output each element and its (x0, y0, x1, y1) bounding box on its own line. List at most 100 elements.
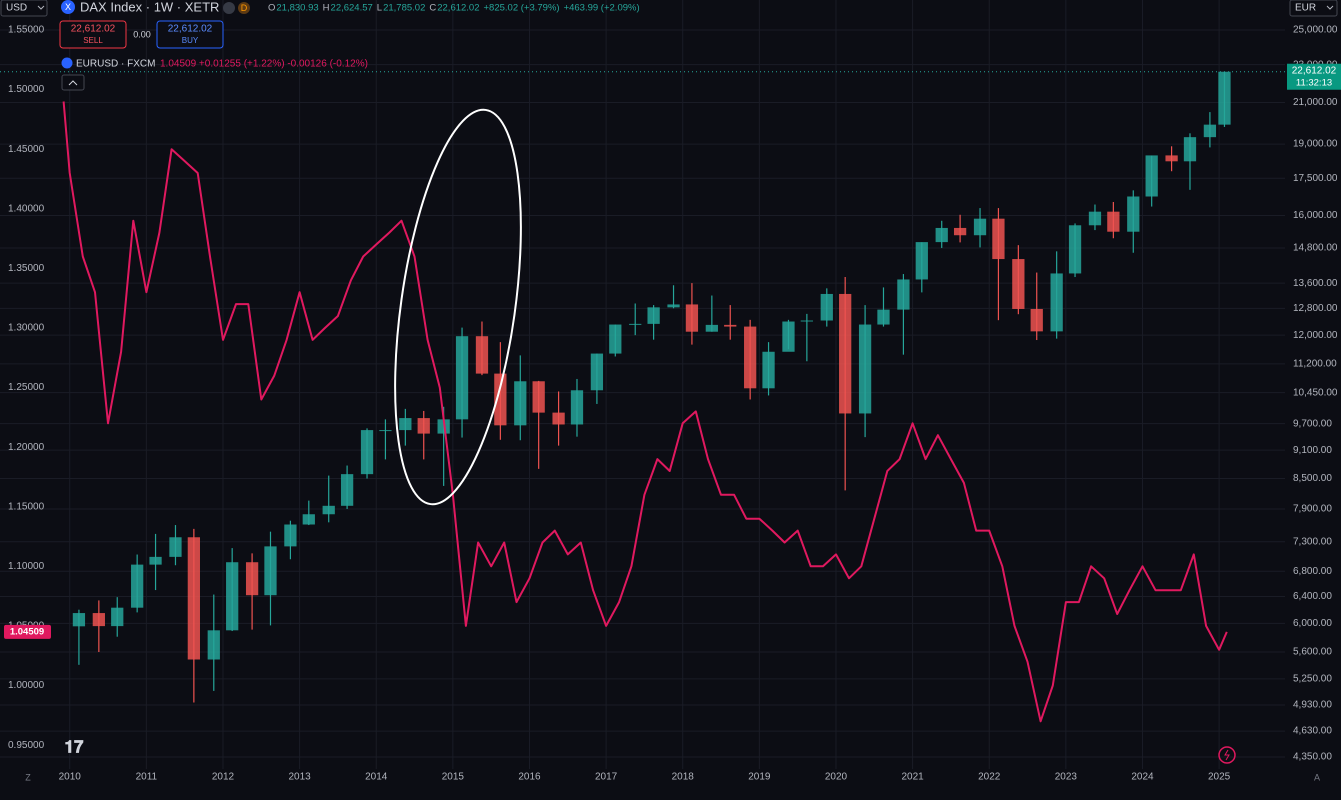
x-tick-label: 2013 (288, 772, 311, 783)
buy-price[interactable]: 22,612.02 (168, 24, 213, 35)
x-tick-label: 2016 (518, 772, 541, 783)
plot (0, 71, 1285, 723)
candle-body (820, 293, 833, 321)
candle-body (724, 324, 737, 327)
candle-body (629, 323, 642, 325)
overlay-symbol[interactable]: EURUSD · FXCM (76, 59, 155, 70)
x-tick-label: 2011 (136, 772, 158, 783)
sell-price[interactable]: 22,612.02 (71, 24, 116, 35)
candle-body (1218, 71, 1231, 125)
currency-right[interactable]: EUR (1295, 3, 1316, 14)
x-tick-label: 2023 (1055, 772, 1078, 783)
candle-body (705, 324, 718, 332)
ohlc-value: 22,612.02 (437, 3, 479, 14)
dropdown-caret (37, 5, 45, 10)
candle-body (552, 412, 565, 425)
y-tick-label-right: 5,600.00 (1293, 647, 1332, 658)
x-tick-label: 2017 (595, 772, 618, 783)
last-price-box (1287, 63, 1341, 90)
candle-body (245, 562, 259, 596)
alert-bolt (1224, 749, 1230, 761)
currency-selector[interactable] (0, 0, 48, 17)
sell-button[interactable] (59, 20, 127, 49)
candle-body (1050, 273, 1063, 332)
y-tick-label-left: 1.20000 (8, 442, 45, 453)
ohlc-key: H (323, 3, 330, 14)
candle-body (1088, 211, 1102, 226)
change: +825.02 (+3.79%) (484, 3, 560, 14)
market-badge-bg (238, 2, 250, 14)
y-tick-label-left: 1.25000 (8, 382, 45, 393)
candle-body (877, 309, 890, 325)
collapse-button[interactable] (61, 74, 85, 91)
y-tick-label-left: 1.45000 (8, 144, 45, 155)
overlay-icon (61, 57, 73, 69)
candle-body (935, 227, 948, 243)
buy-button[interactable] (156, 20, 224, 49)
candle-body (570, 390, 584, 425)
symbol-logo (61, 0, 75, 14)
collapse-icon (68, 80, 78, 86)
candle-body (111, 607, 124, 627)
x-tick-label: 2024 (1131, 772, 1154, 783)
candle-body (399, 418, 412, 431)
overlay-values: 1.04509 +0.01255 (+1.22%) -0.00126 (-0.1… (160, 59, 368, 70)
candle-body (360, 430, 374, 475)
y-tick-label-right: 21,000.00 (1293, 97, 1338, 108)
currency-selector-right[interactable] (1289, 0, 1338, 17)
y-tick-label-right: 19,000.00 (1293, 139, 1338, 150)
candle-body (131, 564, 144, 608)
candle-body (685, 304, 699, 332)
left-price-label: 1.04509 (10, 626, 44, 637)
y-tick-label-right: 11,200.00 (1293, 358, 1337, 369)
ohlc-key: C (429, 3, 436, 14)
y-tick-label-left: 1.35000 (8, 263, 45, 274)
alert-icon[interactable] (1218, 746, 1236, 764)
y-tick-label-right: 12,000.00 (1293, 330, 1338, 341)
candle-body (92, 613, 105, 627)
ohlc-legend: O 21,830.93 H 22,624.57 L 21,785.02 C 22,612.02… (268, 3, 640, 14)
x-tick-label: 2015 (442, 772, 465, 783)
candle-body (514, 381, 527, 426)
left-price-box (4, 624, 51, 639)
candle-body (340, 474, 354, 506)
ohlc-key: L (377, 3, 382, 14)
ohlc-value: 21,785.02 (383, 3, 425, 14)
candle-body (379, 430, 392, 432)
corner-right[interactable]: A (1314, 772, 1320, 782)
candle-body (992, 218, 1005, 260)
candle-body (839, 293, 852, 414)
candle-body (322, 505, 335, 515)
y-tick-label-right: 16,000.00 (1293, 210, 1338, 221)
x-tick-label: 2018 (672, 772, 695, 783)
eurusd-line (62, 101, 1228, 723)
y-tick-label-right: 9,100.00 (1293, 445, 1332, 456)
candle-body (953, 227, 967, 236)
candle-body (169, 537, 182, 557)
candle-body (532, 381, 545, 413)
ohlc-value: 22,624.57 (331, 3, 373, 14)
candle-body (1012, 259, 1025, 309)
candle-body (1127, 196, 1140, 232)
y-tick-label-right: 12,800.00 (1293, 303, 1338, 314)
sell-label[interactable]: SELL (83, 36, 103, 45)
candle-body (284, 524, 297, 547)
corner-left[interactable]: Z (25, 772, 31, 782)
candle-body (915, 242, 928, 280)
y-tick-label-left: 1.50000 (8, 84, 45, 95)
last-price-label: 22,612.02 (1292, 65, 1337, 76)
currency-left[interactable]: USD (6, 3, 27, 14)
candle-body (72, 613, 86, 627)
y-tick-label-left: 1.00000 (8, 680, 45, 691)
candle-body (264, 546, 277, 596)
symbol-title[interactable]: DAX Index · 1W · XETR (80, 0, 219, 14)
candle-body (1107, 211, 1120, 232)
candle-body (973, 218, 987, 236)
y-tick-label-right: 17,500.00 (1293, 173, 1338, 184)
candle-body (1203, 124, 1217, 138)
change2: +463.99 (+2.09%) (564, 3, 640, 14)
market-badge: D (241, 3, 248, 13)
buy-label[interactable]: BUY (182, 36, 199, 45)
